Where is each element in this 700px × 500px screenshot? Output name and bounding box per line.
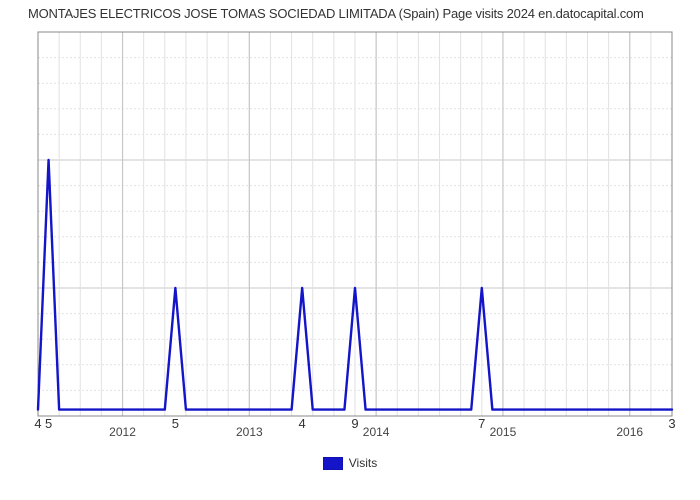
point-value-label: 5: [45, 416, 52, 431]
legend-swatch: [323, 457, 343, 470]
point-value-label: 5: [172, 416, 179, 431]
point-value-label: 4: [34, 416, 41, 431]
svg-text:2015: 2015: [490, 425, 517, 439]
point-value-label: 4: [299, 416, 306, 431]
svg-text:2016: 2016: [616, 425, 643, 439]
chart-legend: Visits: [0, 456, 700, 470]
svg-text:2014: 2014: [363, 425, 390, 439]
svg-text:2012: 2012: [109, 425, 136, 439]
chart-title: MONTAJES ELECTRICOS JOSE TOMAS SOCIEDAD …: [0, 6, 700, 21]
svg-text:2013: 2013: [236, 425, 263, 439]
legend-label: Visits: [349, 456, 377, 470]
visits-line-chart: 0123201220132014201520164554973: [30, 26, 680, 446]
point-value-label: 7: [478, 416, 485, 431]
point-value-label: 3: [668, 416, 675, 431]
point-value-label: 9: [351, 416, 358, 431]
